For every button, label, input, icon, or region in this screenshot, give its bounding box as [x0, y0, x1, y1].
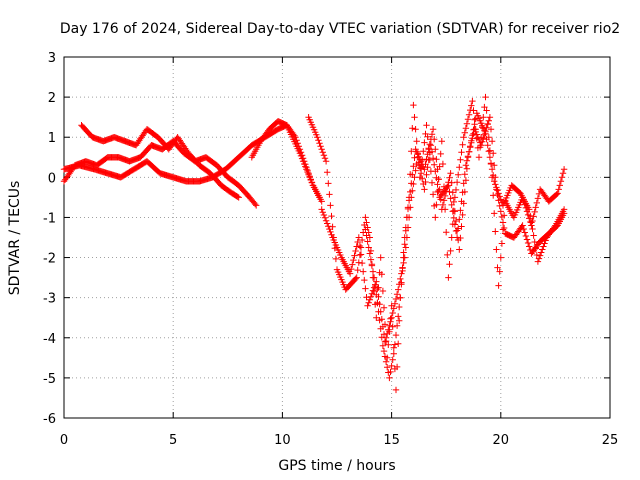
y-tick-label: 1 [48, 131, 56, 146]
y-tick-label: 3 [48, 51, 56, 66]
grid [64, 57, 610, 418]
x-tick-label: 5 [169, 433, 177, 448]
y-tick-label: -5 [43, 372, 56, 387]
chart-title: Day 176 of 2024, Sidereal Day-to-day VTE… [60, 21, 620, 37]
x-tick-label: 25 [602, 433, 619, 448]
y-tick-label: 0 [48, 171, 56, 186]
x-tick-label: 20 [493, 433, 510, 448]
y-tick-label: -1 [43, 211, 56, 226]
series-track-d [248, 118, 323, 201]
x-tick-label: 10 [274, 433, 291, 448]
y-tick-label: -3 [43, 292, 56, 307]
series-track-b [78, 122, 242, 201]
x-tick-label: 15 [383, 433, 400, 448]
ticks [63, 56, 611, 419]
tick-labels: 0 5 10 15 20 25 -6 -5 -4 -3 -2 -1 0 1 2 3 [43, 51, 618, 448]
y-tick-label: -6 [43, 412, 56, 427]
series-track-g [362, 110, 568, 382]
y-axis-label: SDTVAR / TECUs [7, 181, 23, 296]
y-tick-label: 2 [48, 91, 56, 106]
y-tick-label: -4 [43, 332, 56, 347]
x-tick-label: 0 [60, 433, 68, 448]
x-axis-label: GPS time / hours [278, 458, 395, 474]
plot-frame [63, 56, 611, 419]
y-tick-label: -2 [43, 252, 56, 267]
series-layer [60, 93, 568, 394]
series-track-e [305, 93, 568, 394]
